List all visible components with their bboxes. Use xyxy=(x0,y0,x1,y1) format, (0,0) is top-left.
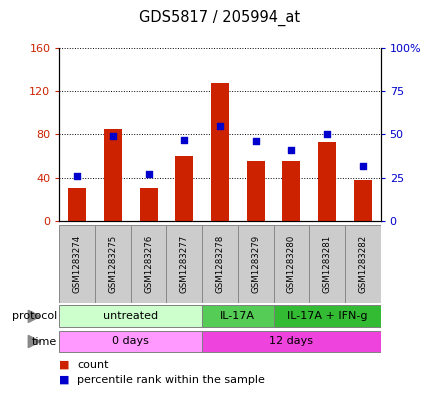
Point xyxy=(359,162,366,169)
Text: untreated: untreated xyxy=(103,311,158,321)
Text: GSM1283278: GSM1283278 xyxy=(216,235,224,293)
Text: 12 days: 12 days xyxy=(269,336,313,346)
FancyBboxPatch shape xyxy=(59,331,202,353)
Point xyxy=(181,136,188,143)
FancyBboxPatch shape xyxy=(202,305,274,327)
Text: time: time xyxy=(32,336,57,347)
FancyBboxPatch shape xyxy=(274,305,381,327)
Polygon shape xyxy=(28,335,40,347)
FancyBboxPatch shape xyxy=(166,225,202,303)
Text: GSM1283276: GSM1283276 xyxy=(144,235,153,293)
Point xyxy=(145,171,152,177)
FancyBboxPatch shape xyxy=(131,225,166,303)
Point xyxy=(216,123,224,129)
Point xyxy=(288,147,295,153)
Point xyxy=(74,173,81,179)
FancyBboxPatch shape xyxy=(59,225,95,303)
Text: percentile rank within the sample: percentile rank within the sample xyxy=(77,375,265,385)
Bar xyxy=(354,180,372,221)
FancyBboxPatch shape xyxy=(202,331,381,353)
Bar xyxy=(247,162,264,221)
Text: IL-17A: IL-17A xyxy=(220,311,255,321)
Text: GSM1283281: GSM1283281 xyxy=(323,235,332,293)
FancyBboxPatch shape xyxy=(309,225,345,303)
FancyBboxPatch shape xyxy=(345,225,381,303)
Text: GSM1283275: GSM1283275 xyxy=(108,235,117,293)
Point xyxy=(252,138,259,145)
Bar xyxy=(139,188,158,221)
Text: GSM1283279: GSM1283279 xyxy=(251,235,260,293)
Text: ■: ■ xyxy=(59,360,70,370)
Text: GDS5817 / 205994_at: GDS5817 / 205994_at xyxy=(139,10,301,26)
Bar xyxy=(104,129,122,221)
Point xyxy=(323,131,330,138)
Text: 0 days: 0 days xyxy=(112,336,149,346)
Bar xyxy=(68,188,86,221)
FancyBboxPatch shape xyxy=(238,225,274,303)
Text: GSM1283282: GSM1283282 xyxy=(358,235,367,293)
Point xyxy=(110,133,117,139)
Text: ■: ■ xyxy=(59,375,70,385)
Polygon shape xyxy=(28,310,40,322)
FancyBboxPatch shape xyxy=(274,225,309,303)
Text: IL-17A + IFN-g: IL-17A + IFN-g xyxy=(287,311,367,321)
Text: count: count xyxy=(77,360,109,370)
FancyBboxPatch shape xyxy=(95,225,131,303)
Text: GSM1283274: GSM1283274 xyxy=(73,235,82,293)
FancyBboxPatch shape xyxy=(202,225,238,303)
Bar xyxy=(282,162,300,221)
Text: GSM1283280: GSM1283280 xyxy=(287,235,296,293)
Bar xyxy=(318,142,336,221)
FancyBboxPatch shape xyxy=(59,305,202,327)
Text: protocol: protocol xyxy=(12,311,57,321)
Bar xyxy=(176,156,193,221)
Bar xyxy=(211,83,229,221)
Text: GSM1283277: GSM1283277 xyxy=(180,235,189,293)
